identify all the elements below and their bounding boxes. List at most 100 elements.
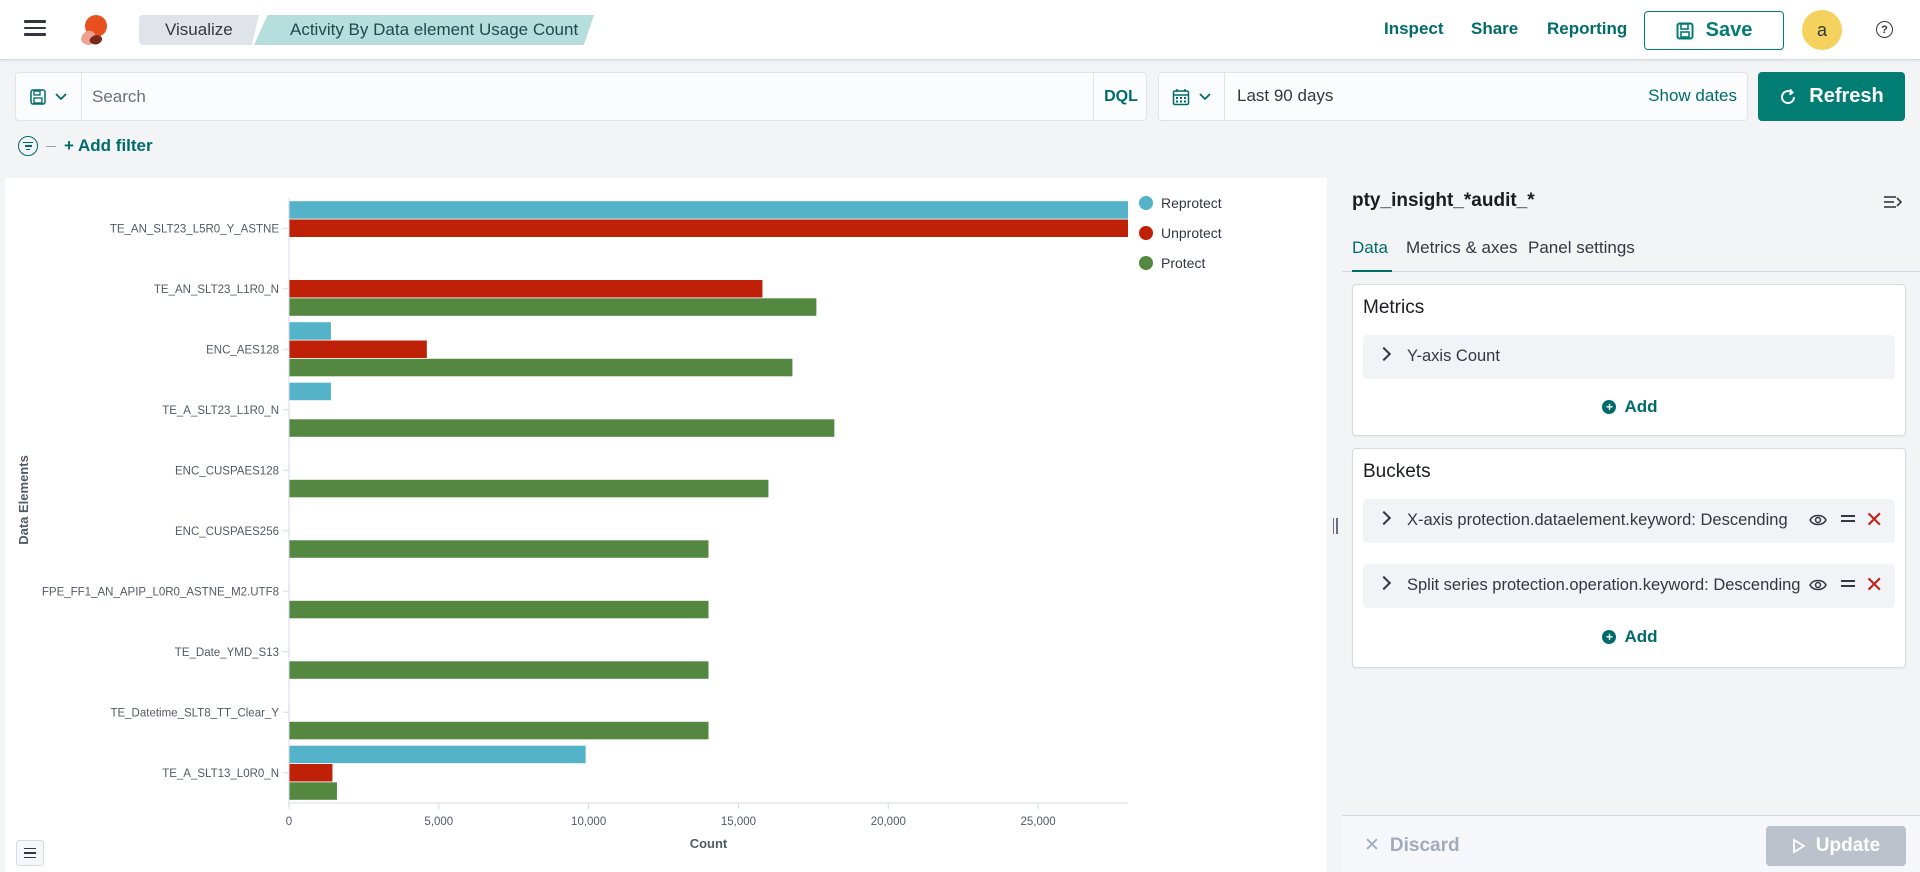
drag-handle-icon[interactable] [1841, 580, 1855, 590]
bar-reprotect [289, 745, 586, 764]
legend-item-unprotect[interactable]: Unprotect [1161, 225, 1222, 241]
refresh-button[interactable]: Refresh [1758, 72, 1905, 121]
calendar-icon [1172, 88, 1189, 105]
save-icon [1676, 22, 1694, 39]
refresh-label: Refresh [1809, 85, 1884, 107]
update-label: Update [1815, 835, 1881, 856]
y-tick-label: TE_AN_SLT23_L1R0_N [154, 284, 279, 296]
share-link[interactable]: Share [1471, 19, 1519, 38]
x-tick-label: 5,000 [424, 816, 453, 828]
metric-row-y-axis[interactable]: Y-axis Count [1363, 335, 1895, 379]
filter-divider [46, 145, 56, 147]
eye-icon[interactable] [1809, 513, 1827, 527]
refresh-icon [1781, 88, 1796, 104]
bar-unprotect [289, 764, 333, 782]
bar-protect [289, 782, 337, 800]
bar-reprotect [289, 382, 331, 401]
close-icon: ✕ [1364, 835, 1380, 856]
saved-query-button[interactable] [16, 73, 82, 120]
x-axis-title: Count [690, 836, 728, 851]
chevron-right-icon[interactable] [1376, 510, 1392, 526]
play-icon [1792, 838, 1806, 854]
tab-metrics-axes[interactable]: Metrics & axes [1406, 238, 1518, 257]
bar-reprotect [289, 322, 331, 340]
top-header: Visualize Activity By Data element Usage… [0, 0, 1920, 60]
bar-protect [289, 661, 709, 679]
chevron-right-icon[interactable] [1376, 346, 1392, 362]
x-tick-label: 0 [286, 816, 292, 828]
metrics-card: Metrics Y-axis Count + Add [1352, 284, 1906, 436]
y-tick-label: ENC_AES128 [206, 344, 279, 356]
legend-item-reprotect[interactable]: Reprotect [1161, 195, 1222, 211]
buckets-card: Buckets X-axis protection.dataelement.ke… [1352, 448, 1906, 668]
bar-protect [289, 479, 769, 498]
filter-row: + Add filter [18, 134, 153, 158]
query-language-button[interactable]: DQL [1093, 73, 1148, 120]
y-tick-label: ENC_CUSPAES256 [175, 526, 279, 538]
y-tick-label: TE_AN_SLT23_L5R0_Y_ASTNE [110, 223, 280, 235]
remove-icon[interactable]: ✕ [1865, 572, 1884, 597]
buckets-title: Buckets [1363, 461, 1431, 482]
save-button[interactable]: Save [1644, 11, 1784, 50]
inspect-link[interactable]: Inspect [1384, 19, 1444, 38]
tab-data[interactable]: Data [1352, 228, 1392, 272]
y-tick-label: TE_Date_YMD_S13 [175, 647, 279, 659]
query-bar: DQL [15, 72, 1147, 121]
app-logo-icon[interactable] [78, 14, 110, 48]
date-picker: Last 90 days Show dates [1158, 72, 1748, 121]
legend-toggle-icon[interactable] [16, 840, 44, 866]
y-axis-title: Data Elements [16, 455, 31, 545]
legend-swatch [1139, 196, 1153, 210]
time-range-label[interactable]: Last 90 days [1237, 86, 1334, 105]
legend-item-protect[interactable]: Protect [1161, 255, 1205, 271]
add-bucket-label: Add [1624, 627, 1658, 646]
chevron-down-icon [54, 92, 67, 100]
bucket-label: X-axis protection.dataelement.keyword: D… [1407, 511, 1788, 529]
x-tick-label: 25,000 [1021, 816, 1056, 828]
tab-panel-settings[interactable]: Panel settings [1528, 238, 1635, 257]
collapse-sidebar-icon[interactable] [1882, 192, 1904, 212]
bar-unprotect [289, 219, 1128, 237]
help-icon[interactable]: ? [1876, 21, 1893, 38]
legend-swatch [1139, 256, 1153, 270]
panel-resize-handle[interactable] [1330, 518, 1340, 538]
bar-unprotect [289, 280, 763, 298]
breadcrumb-visualize[interactable]: Visualize [139, 15, 259, 45]
eye-icon[interactable] [1809, 578, 1827, 592]
update-button[interactable]: Update [1766, 826, 1906, 866]
bar-protect [289, 358, 793, 377]
reporting-link[interactable]: Reporting [1547, 19, 1628, 38]
bar-protect [289, 721, 709, 740]
bucket-row-x-axis[interactable]: X-axis protection.dataelement.keyword: D… [1363, 499, 1895, 543]
show-dates-link[interactable]: Show dates [1648, 86, 1737, 105]
discard-label: Discard [1389, 835, 1460, 856]
add-filter-button[interactable]: + Add filter [64, 136, 153, 155]
remove-icon[interactable]: ✕ [1865, 507, 1884, 532]
editor-tabs: Data Metrics & axes Panel settings [1342, 228, 1920, 272]
bar-protect [289, 419, 835, 437]
x-tick-label: 10,000 [571, 816, 606, 828]
y-tick-label: ENC_CUSPAES128 [175, 465, 279, 477]
bar-protect [289, 540, 709, 558]
x-tick-label: 20,000 [871, 816, 906, 828]
editor-sidebar: pty_insight_*audit_* Data Metrics & axes… [1342, 178, 1920, 872]
user-avatar[interactable]: a [1802, 10, 1842, 50]
index-pattern-title: pty_insight_*audit_* [1352, 190, 1535, 211]
bucket-row-split-series[interactable]: Split series protection.operation.keywor… [1363, 564, 1895, 608]
bar-unprotect [289, 340, 427, 358]
bar-protect [289, 600, 709, 619]
drag-handle-icon[interactable] [1841, 515, 1855, 525]
y-tick-label: TE_Datetime_SLT8_TT_Clear_Y [110, 707, 279, 719]
search-input[interactable] [92, 83, 992, 111]
quick-select-button[interactable] [1159, 73, 1225, 120]
bucket-label: Split series protection.operation.keywor… [1407, 576, 1801, 594]
plus-circle-icon: + [1602, 400, 1617, 414]
metrics-title: Metrics [1363, 297, 1425, 318]
add-metric-button[interactable]: + Add [1353, 397, 1907, 417]
x-tick-label: 15,000 [721, 816, 756, 828]
add-bucket-button[interactable]: + Add [1353, 627, 1907, 647]
chevron-right-icon[interactable] [1376, 575, 1392, 591]
menu-icon[interactable] [18, 16, 52, 44]
discard-button[interactable]: ✕ Discard [1364, 834, 1460, 857]
filter-icon[interactable] [18, 136, 38, 156]
